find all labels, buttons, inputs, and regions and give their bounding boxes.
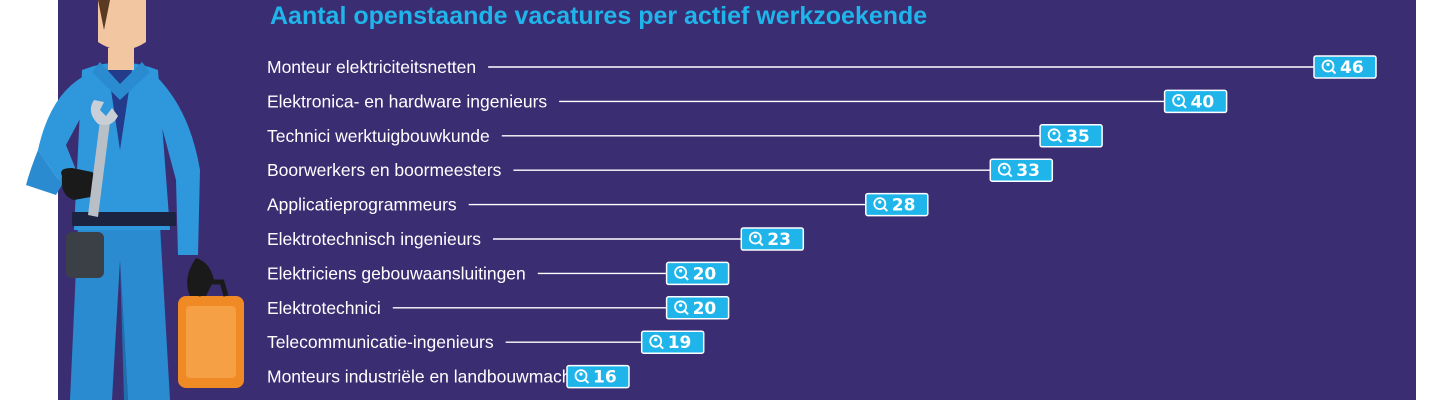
category-label: Telecommunicatie-ingenieurs [267,332,494,352]
category-label: Boorwerkers en boormeesters [267,160,502,180]
value-badge: 20 [665,261,730,286]
search-person-icon [674,300,689,316]
category-label: Elektronica- en hardware ingenieurs [267,91,547,111]
search-person-icon [1172,94,1187,109]
mechanic-illustration [26,0,244,400]
search-person-icon [649,334,664,350]
chart-row: Monteur elektriciteitsnetten 46 [267,55,1377,79]
search-person-icon [873,197,889,212]
chart-row: Monteurs industriële en landbouwmachines… [267,364,630,389]
category-label: Elektrotechnisch ingenieurs [267,229,481,249]
search-person-icon [574,369,590,384]
value-label: 35 [1066,127,1090,147]
chart-row: Technici werktuigbouwkunde 35 [267,124,1103,148]
value-label: 23 [767,230,791,250]
value-badge: 35 [1039,124,1103,148]
search-person-icon [674,265,689,281]
value-label: 40 [1191,92,1215,112]
category-label: Monteur elektriciteitsnetten [267,57,476,77]
value-label: 20 [693,299,717,319]
category-label: Monteurs industriële en landbouwmachines [267,367,604,387]
chart-row: Applicatieprogrammeurs 28 [267,192,929,217]
value-label: 16 [593,368,617,388]
chart-row: Elektrotechnici 20 [267,296,730,320]
category-label: Technici werktuigbouwkunde [267,126,490,146]
chart-row: Boorwerkers en boormeesters 33 [267,158,1054,182]
chart-row: Elektriciens gebouwaansluitingen 20 [267,261,730,286]
chart-title: Aantal openstaande vacatures per actief … [270,2,928,30]
search-person-icon [748,231,764,247]
value-badge: 33 [989,158,1054,182]
search-person-icon [1321,59,1337,75]
search-person-icon [1047,128,1063,144]
value-label: 28 [892,196,916,216]
value-badge: 19 [640,330,705,354]
chart-row: Elektronica- en hardware ingenieurs 40 [267,89,1228,114]
value-badge: 16 [566,364,630,389]
value-label: 33 [1016,161,1040,181]
value-label: 46 [1340,58,1364,78]
value-badge: 28 [865,192,929,217]
value-label: 20 [693,264,717,284]
value-badge: 23 [740,227,805,251]
value-badge: 40 [1163,89,1228,114]
chart-row: Elektrotechnisch ingenieurs 23 [267,227,805,251]
category-label: Elektriciens gebouwaansluitingen [267,263,526,283]
value-label: 19 [668,333,692,353]
category-label: Applicatieprogrammeurs [267,195,457,215]
chart-row: Telecommunicatie-ingenieurs 19 [267,330,705,354]
search-person-icon [997,162,1013,178]
category-label: Elektrotechnici [267,298,381,318]
value-badge: 20 [665,296,730,320]
value-badge: 46 [1313,55,1377,79]
